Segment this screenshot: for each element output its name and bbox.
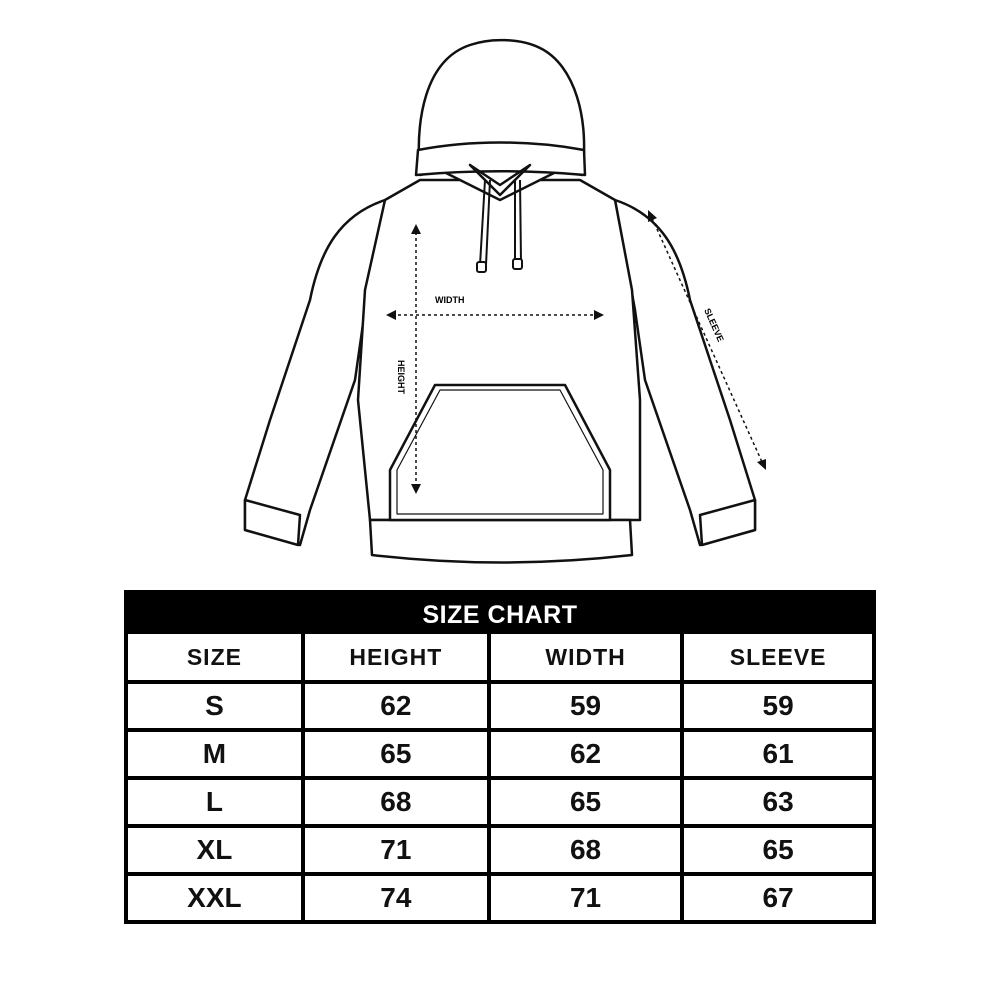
- table-row: M 65 62 61: [128, 728, 872, 780]
- width-cell: 62: [486, 728, 685, 780]
- size-cell: S: [128, 680, 305, 732]
- header-row: SIZE HEIGHT WIDTH SLEEVE: [128, 634, 872, 684]
- hood: [417, 38, 586, 202]
- sleeve-cell: 63: [680, 776, 872, 828]
- table-row: XL 71 68 65: [128, 824, 872, 876]
- sleeve-cell: 59: [680, 680, 872, 732]
- height-cell: 62: [300, 680, 491, 732]
- header-sleeve: SLEEVE: [680, 634, 872, 684]
- width-cell: 68: [486, 824, 685, 876]
- hem: [368, 518, 634, 564]
- size-chart-title: SIZE CHART: [422, 601, 578, 629]
- hoodie-diagram: WIDTH HEIGHT SLEEVE: [243, 38, 766, 564]
- height-cell: 74: [300, 872, 491, 920]
- size-cell: M: [128, 728, 305, 780]
- height-label: HEIGHT: [396, 360, 406, 395]
- header-width: WIDTH: [486, 634, 685, 684]
- header-height: HEIGHT: [300, 634, 491, 684]
- table-row: L 68 65 63: [128, 776, 872, 828]
- height-cell: 68: [300, 776, 491, 828]
- left-sleeve: [243, 198, 387, 547]
- table-row: S 62 59 59: [128, 680, 872, 732]
- size-cell: L: [128, 776, 305, 828]
- size-chart-table: SIZE CHART SIZE HEIGHT WIDTH SLEEVE S 62…: [124, 590, 876, 924]
- size-cell: XXL: [128, 872, 305, 920]
- table-row: XXL 74 71 67: [128, 872, 872, 920]
- sleeve-cell: 67: [680, 872, 872, 920]
- width-cell: 65: [486, 776, 685, 828]
- kangaroo-pocket: [388, 383, 612, 522]
- height-cell: 65: [300, 728, 491, 780]
- width-label: WIDTH: [435, 295, 465, 305]
- right-sleeve: [613, 198, 757, 547]
- width-cell: 59: [486, 680, 685, 732]
- sleeve-cell: 65: [680, 824, 872, 876]
- header-size: SIZE: [128, 634, 305, 684]
- sleeve-label: SLEEVE: [702, 307, 726, 344]
- height-cell: 71: [300, 824, 491, 876]
- sleeve-cell: 61: [680, 728, 872, 780]
- width-cell: 71: [486, 872, 685, 920]
- size-cell: XL: [128, 824, 305, 876]
